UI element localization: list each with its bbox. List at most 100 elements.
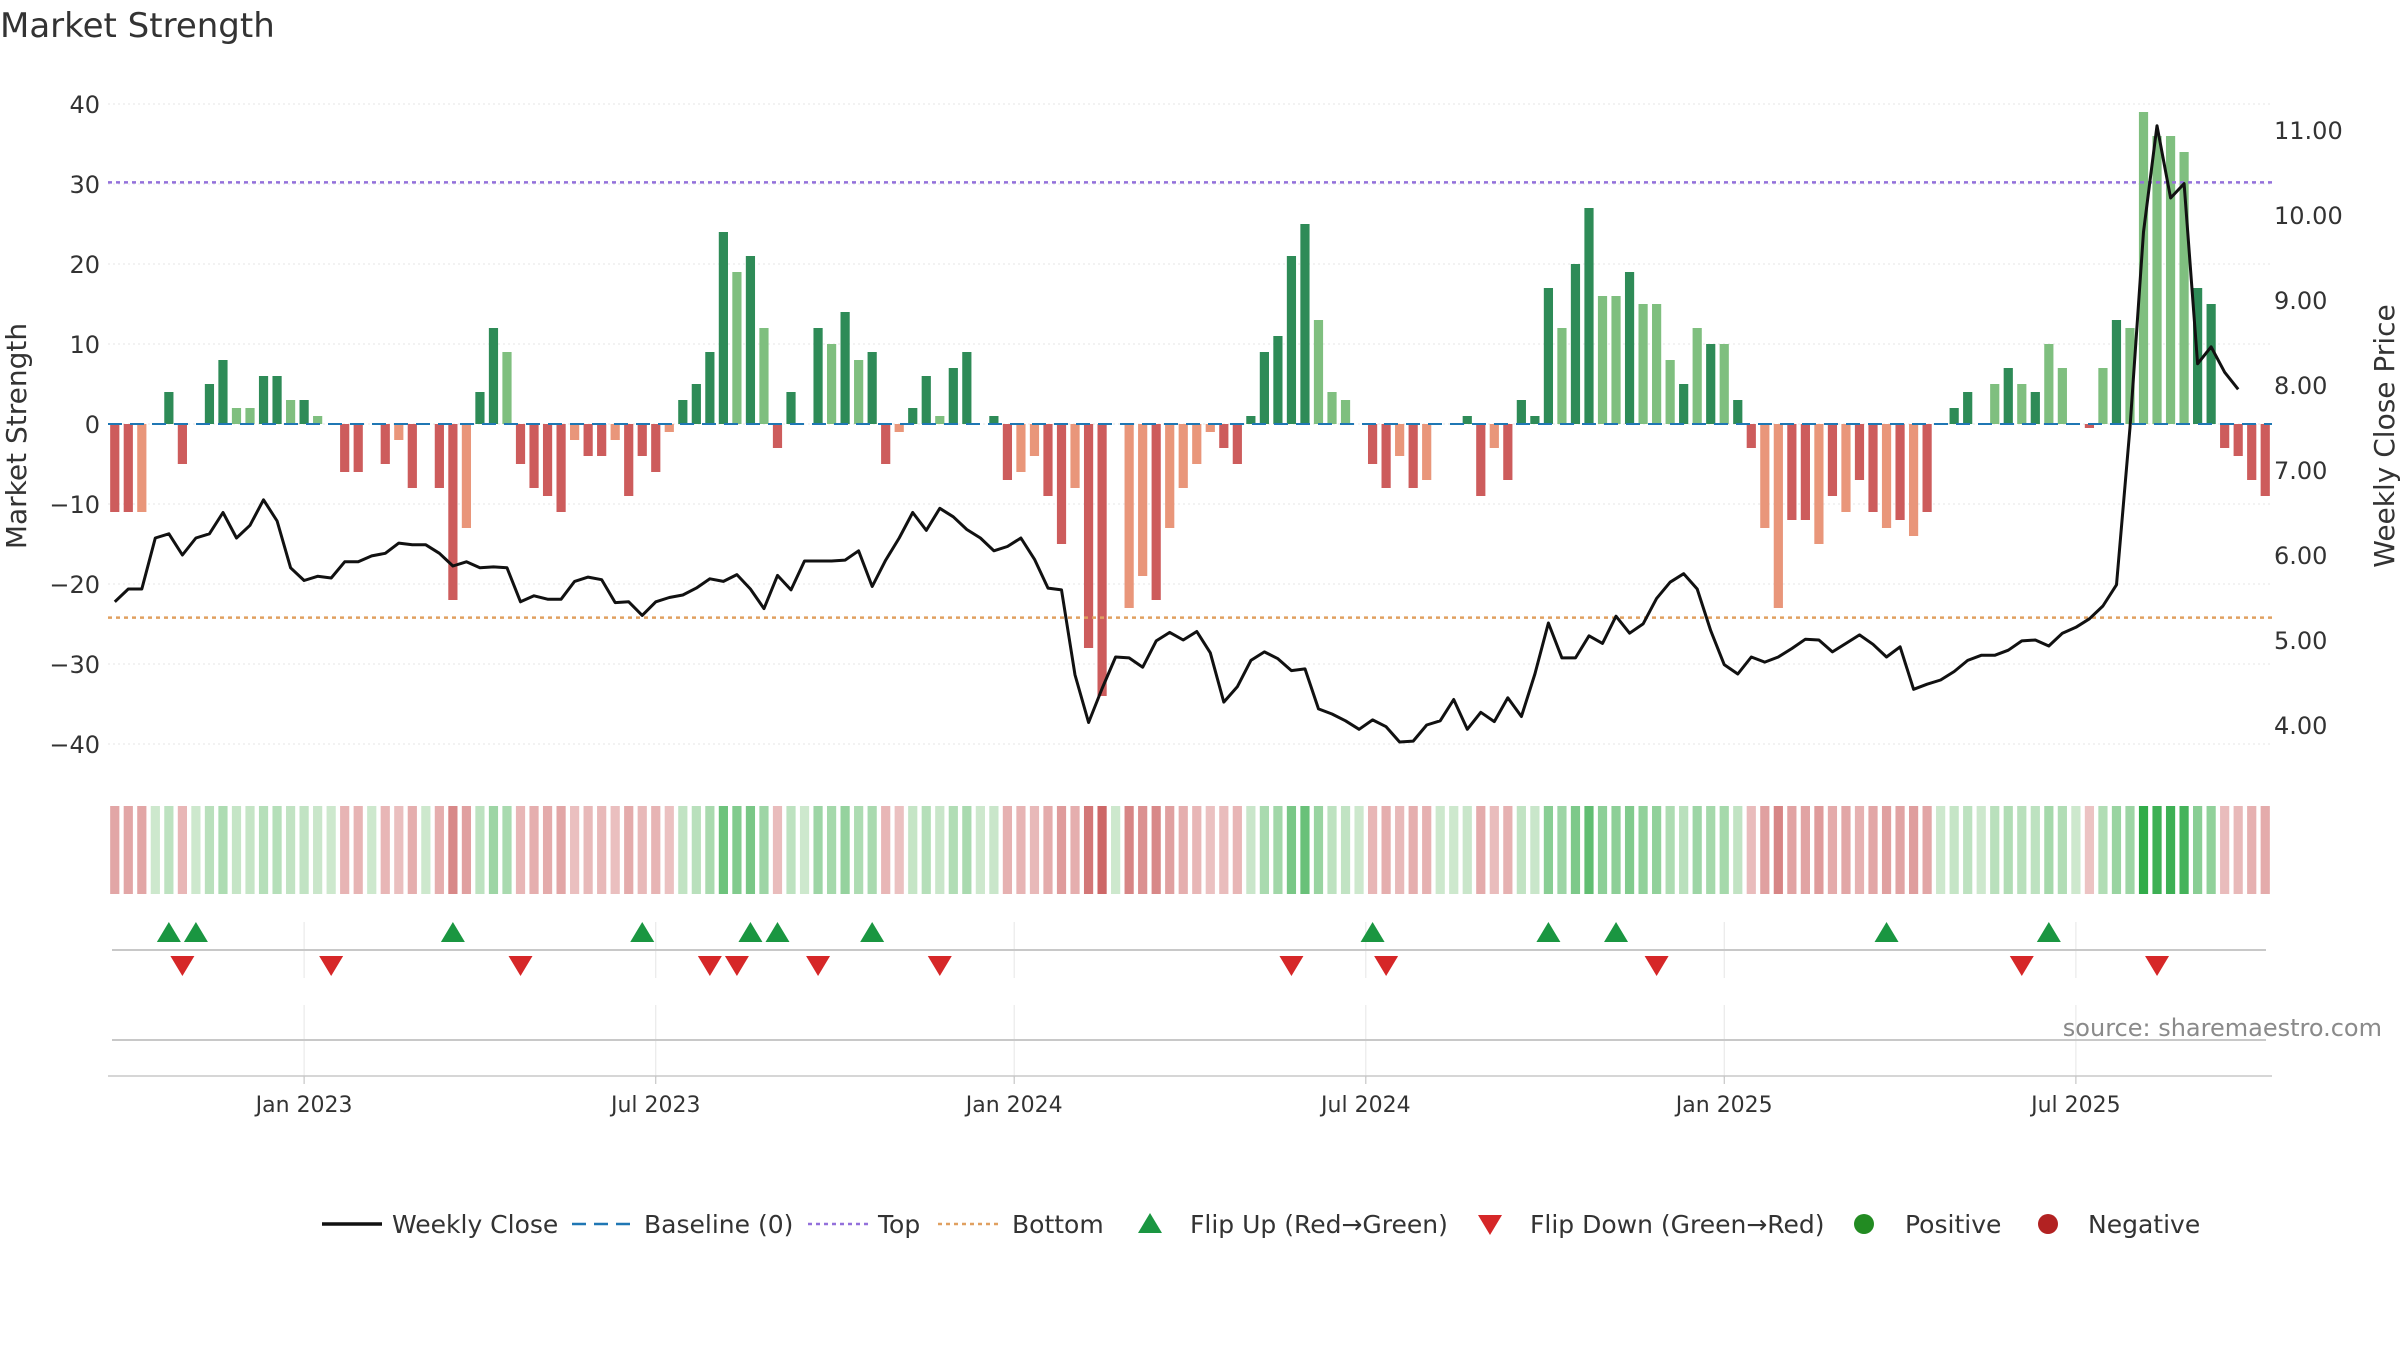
heat-cell (1854, 806, 1865, 894)
axes: 40 30 20 10 0 −10 −20 −30 −40 11.00 10.00 9.00 8.00 7… (0, 91, 2400, 1118)
heat-cell (1246, 806, 1256, 894)
legend-negative-label: Negative (2088, 1210, 2200, 1239)
heat-cell (367, 806, 377, 894)
strength-bar (502, 352, 512, 424)
heat-cell (434, 806, 444, 894)
strength-bar (407, 424, 417, 488)
heat-cell (2260, 806, 2270, 894)
heat-cell (624, 806, 634, 894)
heat-cell (935, 806, 945, 894)
heat-cell (691, 806, 701, 894)
strength-bar (1638, 304, 1648, 424)
heat-cell (1760, 806, 1770, 894)
strength-bars (110, 112, 2270, 696)
heat-cell (1963, 806, 1973, 894)
heat-cell (1422, 806, 1432, 894)
strength-bar (1868, 424, 1878, 512)
heat-cell (1800, 806, 1810, 894)
heat-cell (1936, 806, 1946, 894)
heat-cell (285, 806, 296, 894)
heat-cell (1584, 806, 1594, 894)
flip-up-marker (183, 922, 208, 942)
strength-bar (921, 376, 931, 424)
strength-bar (340, 424, 350, 472)
strength-bar (1773, 424, 1783, 608)
heat-cell (502, 806, 512, 894)
strength-bar (204, 384, 215, 424)
flip-up-marker (1360, 922, 1385, 942)
strength-bar (678, 400, 688, 424)
strength-bar (1922, 424, 1932, 512)
heat-cell (637, 806, 647, 894)
strength-bar (2233, 424, 2243, 456)
heat-cell (1300, 806, 1310, 894)
flip-up-marker (738, 922, 763, 942)
strength-bar (1232, 424, 1242, 464)
heat-cell (664, 806, 674, 894)
strength-bar (637, 424, 647, 456)
heat-cell (1192, 806, 1202, 894)
heat-cell (1597, 806, 1608, 894)
heat-cell (407, 806, 417, 894)
strength-bar (1624, 272, 1635, 424)
strength-bar (1746, 424, 1756, 448)
heat-cell (1841, 806, 1851, 894)
heat-cell (1665, 806, 1675, 894)
strength-bar (1787, 424, 1797, 520)
strength-bar (1990, 384, 2000, 424)
strength-bar (772, 424, 783, 448)
strength-bar (732, 272, 742, 424)
strength-bar (529, 424, 539, 488)
strength-bar (394, 424, 404, 440)
strength-bar (1300, 224, 1310, 424)
heat-cell (1029, 806, 1040, 894)
y-left-axis-label: Market Strength (0, 323, 33, 549)
heat-cell (1435, 806, 1445, 894)
heat-cell (718, 806, 728, 894)
heat-cell (1976, 806, 1986, 894)
strength-bar (718, 232, 728, 424)
strength-bar (177, 424, 187, 464)
strength-bar (258, 376, 269, 424)
x-tick-label: Jul 2024 (1319, 1093, 1411, 1118)
legend-flip-up-label: Flip Up (Red→Green) (1190, 1210, 1448, 1239)
strength-bar (2206, 304, 2216, 424)
strength-bar (2138, 112, 2149, 424)
heat-cell (799, 806, 810, 894)
strength-bar (1138, 424, 1148, 576)
x-tick-label: Jan 2025 (1674, 1093, 1773, 1118)
strength-bar (691, 384, 701, 424)
heat-cell (854, 806, 864, 894)
strength-bar (1422, 424, 1432, 480)
strength-bar (2260, 424, 2270, 496)
strength-bar (1259, 352, 1269, 424)
heat-cell (1340, 806, 1351, 894)
heat-cell (597, 806, 607, 894)
strength-bar (285, 400, 296, 424)
strength-bar (542, 424, 553, 496)
heat-cell (2138, 806, 2149, 894)
heat-cell (177, 806, 187, 894)
heat-cell (1449, 806, 1459, 894)
heat-cell (975, 806, 985, 894)
strength-bar (1854, 424, 1865, 480)
strength-bar (989, 416, 999, 424)
heat-cell (1773, 806, 1783, 894)
heat-cell (258, 806, 269, 894)
heat-cell (1476, 806, 1486, 894)
y-left-tick-label: −30 (49, 651, 100, 679)
strength-bar (894, 424, 904, 432)
heat-cell (1787, 806, 1797, 894)
flip-down-marker (2009, 956, 2034, 976)
strength-bar (1029, 424, 1040, 456)
heat-cell (826, 806, 837, 894)
strength-bar (1043, 424, 1053, 496)
heat-cell (2206, 806, 2216, 894)
reference-lines (108, 181, 2272, 619)
strength-bar (948, 368, 958, 424)
heat-cell (1165, 806, 1175, 894)
legend-weekly-close-label: Weekly Close (392, 1210, 558, 1239)
y-left-tick-label: −10 (49, 491, 100, 519)
strength-bar (164, 392, 174, 424)
heat-cell (2247, 806, 2257, 894)
